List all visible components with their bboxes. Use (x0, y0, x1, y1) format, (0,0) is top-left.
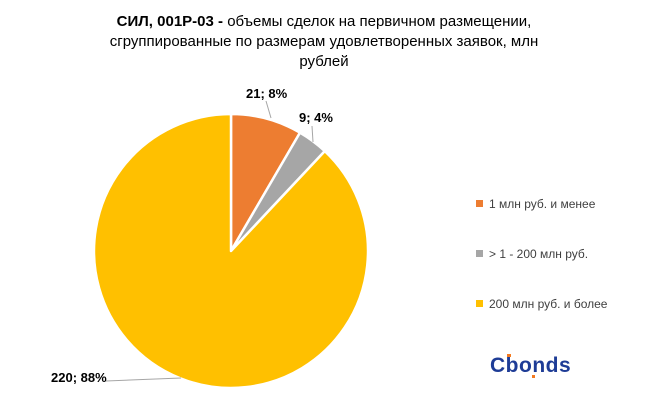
leader-line-1 (311, 125, 314, 143)
leader-line-2 (105, 377, 182, 382)
legend-item-0: 1 млн руб. и менее (476, 197, 607, 211)
chart-title-bold: СИЛ, 001Р-03 - (116, 13, 224, 30)
chart-title-line-3: рублей (299, 53, 349, 70)
legend-item-1: > 1 - 200 млн руб. (476, 247, 607, 261)
legend: 1 млн руб. и менее > 1 - 200 млн руб. 200 … (476, 197, 607, 311)
pie-data-label-2: 220; 88% (51, 370, 107, 385)
chart-title: СИЛ, 001Р-03 - объемы сделок на первично… (24, 12, 624, 72)
logo-accent-top-icon (507, 354, 511, 357)
chart-title-line-1-rest: объемы сделок на первичном размещении, (227, 13, 532, 30)
cbonds-logo: Cbonds (490, 354, 571, 378)
chart-title-line-2: сгруппированные по размерам удовлетворен… (109, 33, 539, 50)
cbonds-logo-text: Cbonds (490, 354, 572, 377)
legend-swatch-icon (476, 250, 483, 257)
legend-label: 200 млн руб. и более (489, 297, 608, 311)
pie-slice-2 (92, 112, 370, 390)
legend-item-2: 200 млн руб. и более (476, 297, 607, 311)
leader-line-0 (265, 100, 272, 119)
pie-data-label-1: 9; 4% (299, 110, 333, 125)
chart-title-line-1: СИЛ, 001Р-03 - объемы сделок на первично… (24, 12, 624, 32)
legend-swatch-icon (476, 300, 483, 307)
logo-accent-bottom-icon (532, 375, 535, 378)
legend-label: > 1 - 200 млн руб. (489, 247, 589, 261)
legend-swatch-icon (476, 200, 483, 207)
legend-label: 1 млн руб. и менее (489, 197, 596, 211)
pie-data-label-0: 21; 8% (246, 86, 288, 101)
